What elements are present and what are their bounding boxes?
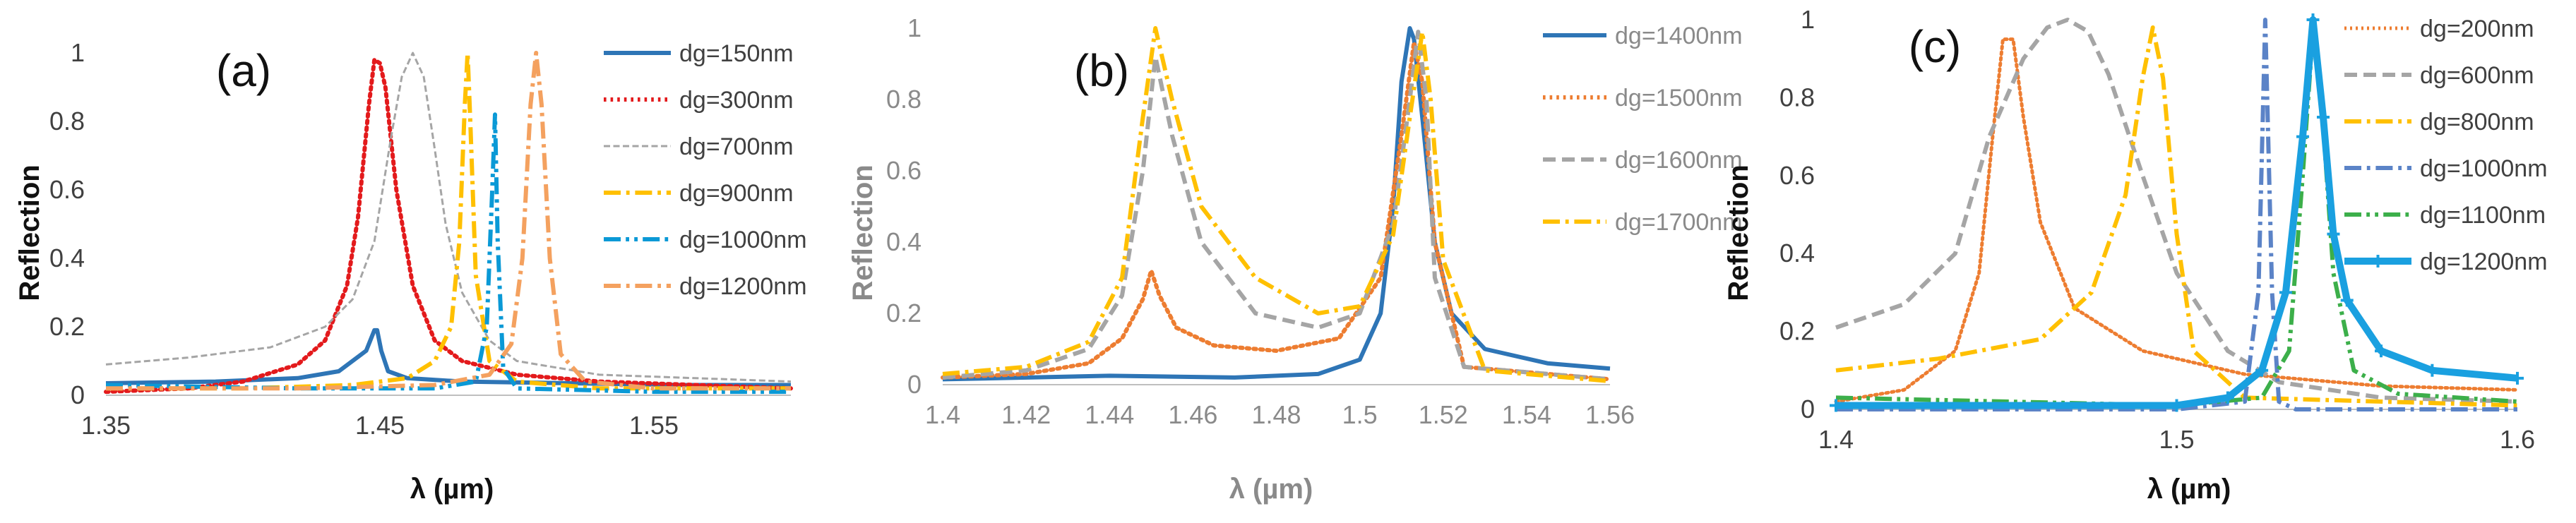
- y-tick-label: 1: [907, 13, 922, 42]
- y-tick-label: 0: [1801, 395, 1815, 423]
- legend-label: dg=1600nm: [1615, 147, 1743, 174]
- x-tick-label: 1.5: [2159, 425, 2194, 454]
- x-axis-title: λ (µm): [410, 474, 494, 505]
- series-line-dg-200nm: [1834, 37, 2520, 404]
- y-tick-label: 0.8: [1779, 83, 1815, 112]
- x-tick-label: 1.52: [1419, 400, 1468, 429]
- x-tick-label: 1.6: [2500, 425, 2535, 454]
- legend-label: dg=800nm: [2420, 109, 2534, 136]
- x-tick-label: 1.54: [1502, 400, 1551, 429]
- y-tick-label: 0: [71, 380, 85, 409]
- series-line-dg-1600nm: [942, 30, 1611, 382]
- x-tick-label: 1.55: [629, 411, 679, 440]
- x-axis-title: λ (µm): [1229, 474, 1313, 505]
- y-tick-label: 0.2: [49, 312, 85, 341]
- x-tick-label: 1.4: [925, 400, 960, 429]
- x-tick-label: 1.5: [1342, 400, 1378, 429]
- series-line-dg-1100nm: [1835, 29, 2518, 408]
- x-tick-label: 1.42: [1001, 400, 1051, 429]
- x-tick-label: 1.35: [81, 411, 131, 440]
- y-tick-label: 0.8: [49, 107, 85, 136]
- series-line-dg-700nm: [105, 52, 792, 383]
- series-line-dg-800nm: [1835, 25, 2518, 408]
- panel-label: (b): [1074, 45, 1129, 96]
- panel-label: (c): [1909, 21, 1962, 72]
- x-tick-label: 1.4: [1818, 425, 1854, 454]
- series-line-dg-1000nm: [1836, 18, 2517, 411]
- series-line-dg-1500nm: [941, 40, 1612, 382]
- series-line-dg-300nm: [104, 57, 793, 395]
- y-tick-label: 0.2: [1779, 317, 1815, 346]
- legend-label: dg=1200nm: [679, 273, 807, 300]
- legend-label: dg=1200nm: [2420, 248, 2548, 275]
- y-tick-label: 0.6: [886, 156, 922, 185]
- series-marker: [2426, 363, 2439, 377]
- y-tick-label: 0.2: [886, 299, 922, 327]
- series-marker: [2170, 399, 2183, 412]
- legend-label: dg=150nm: [679, 40, 794, 67]
- series-marker: [2306, 13, 2320, 26]
- y-axis-title: Reflection: [847, 164, 878, 301]
- x-tick-label: 1.45: [355, 411, 405, 440]
- legend-label: dg=600nm: [2420, 62, 2534, 89]
- y-tick-label: 0.4: [49, 244, 85, 272]
- legend-label: dg=300nm: [679, 87, 794, 114]
- y-tick-label: 0: [907, 370, 922, 399]
- series-marker: [2255, 363, 2269, 377]
- x-tick-label: 1.48: [1251, 400, 1301, 429]
- series-marker: [1830, 399, 1842, 412]
- legend-marker: [2371, 255, 2385, 267]
- legend-label: dg=1400nm: [1615, 23, 1743, 49]
- series-marker: [2296, 130, 2310, 143]
- series-marker: [2340, 294, 2354, 307]
- panel-b: (b) λ (µm) Reflection 1.4 1.42 1.44 1.46 1.4…: [847, 13, 1743, 505]
- series-line-dg-1200nm: [106, 51, 791, 391]
- y-axis-title: Reflection: [1723, 164, 1754, 301]
- legend-label: dg=700nm: [679, 133, 794, 160]
- panel-a: (a) λ (µm) Reflection 1.35 1.45 1.55 0 0.2 0.…: [14, 38, 807, 505]
- y-axis-title: Reflection: [14, 164, 45, 301]
- series-marker: [2316, 111, 2330, 124]
- series-marker: [2221, 391, 2234, 404]
- legend-label: dg=1000nm: [2420, 155, 2548, 182]
- series-marker: [2511, 371, 2524, 385]
- legend-label: dg=900nm: [679, 180, 794, 207]
- legend-label: dg=1100nm: [2420, 202, 2546, 229]
- y-tick-label: 1: [1801, 5, 1815, 34]
- legend-label: dg=1500nm: [1615, 85, 1743, 112]
- legend-label: dg=1000nm: [679, 227, 807, 253]
- series-line-dg-1000nm: [105, 112, 791, 395]
- y-tick-label: 0.6: [1779, 161, 1815, 190]
- y-tick-label: 1: [71, 38, 85, 67]
- x-tick-label: 1.56: [1585, 400, 1635, 429]
- legend-label: dg=1700nm: [1615, 209, 1743, 236]
- x-tick-label: 1.44: [1085, 400, 1134, 429]
- y-tick-label: 0.4: [1779, 239, 1815, 267]
- y-tick-label: 0.6: [49, 175, 85, 204]
- y-tick-label: 0.4: [886, 227, 922, 256]
- series-marker: [2327, 227, 2340, 241]
- series-marker: [2279, 286, 2292, 299]
- series-line-dg-1700nm: [942, 26, 1611, 383]
- x-axis-title: λ (µm): [2147, 474, 2231, 505]
- x-tick-label: 1.46: [1168, 400, 1217, 429]
- legend-label: dg=200nm: [2420, 16, 2534, 42]
- panel-label: (a): [216, 45, 271, 96]
- series-marker: [2375, 344, 2387, 358]
- y-tick-label: 0.8: [886, 85, 922, 114]
- panel-c: (c) λ (µm) Reflection 1.4 1.5 1.6 0 0.2 0.4 0.…: [1723, 5, 2548, 505]
